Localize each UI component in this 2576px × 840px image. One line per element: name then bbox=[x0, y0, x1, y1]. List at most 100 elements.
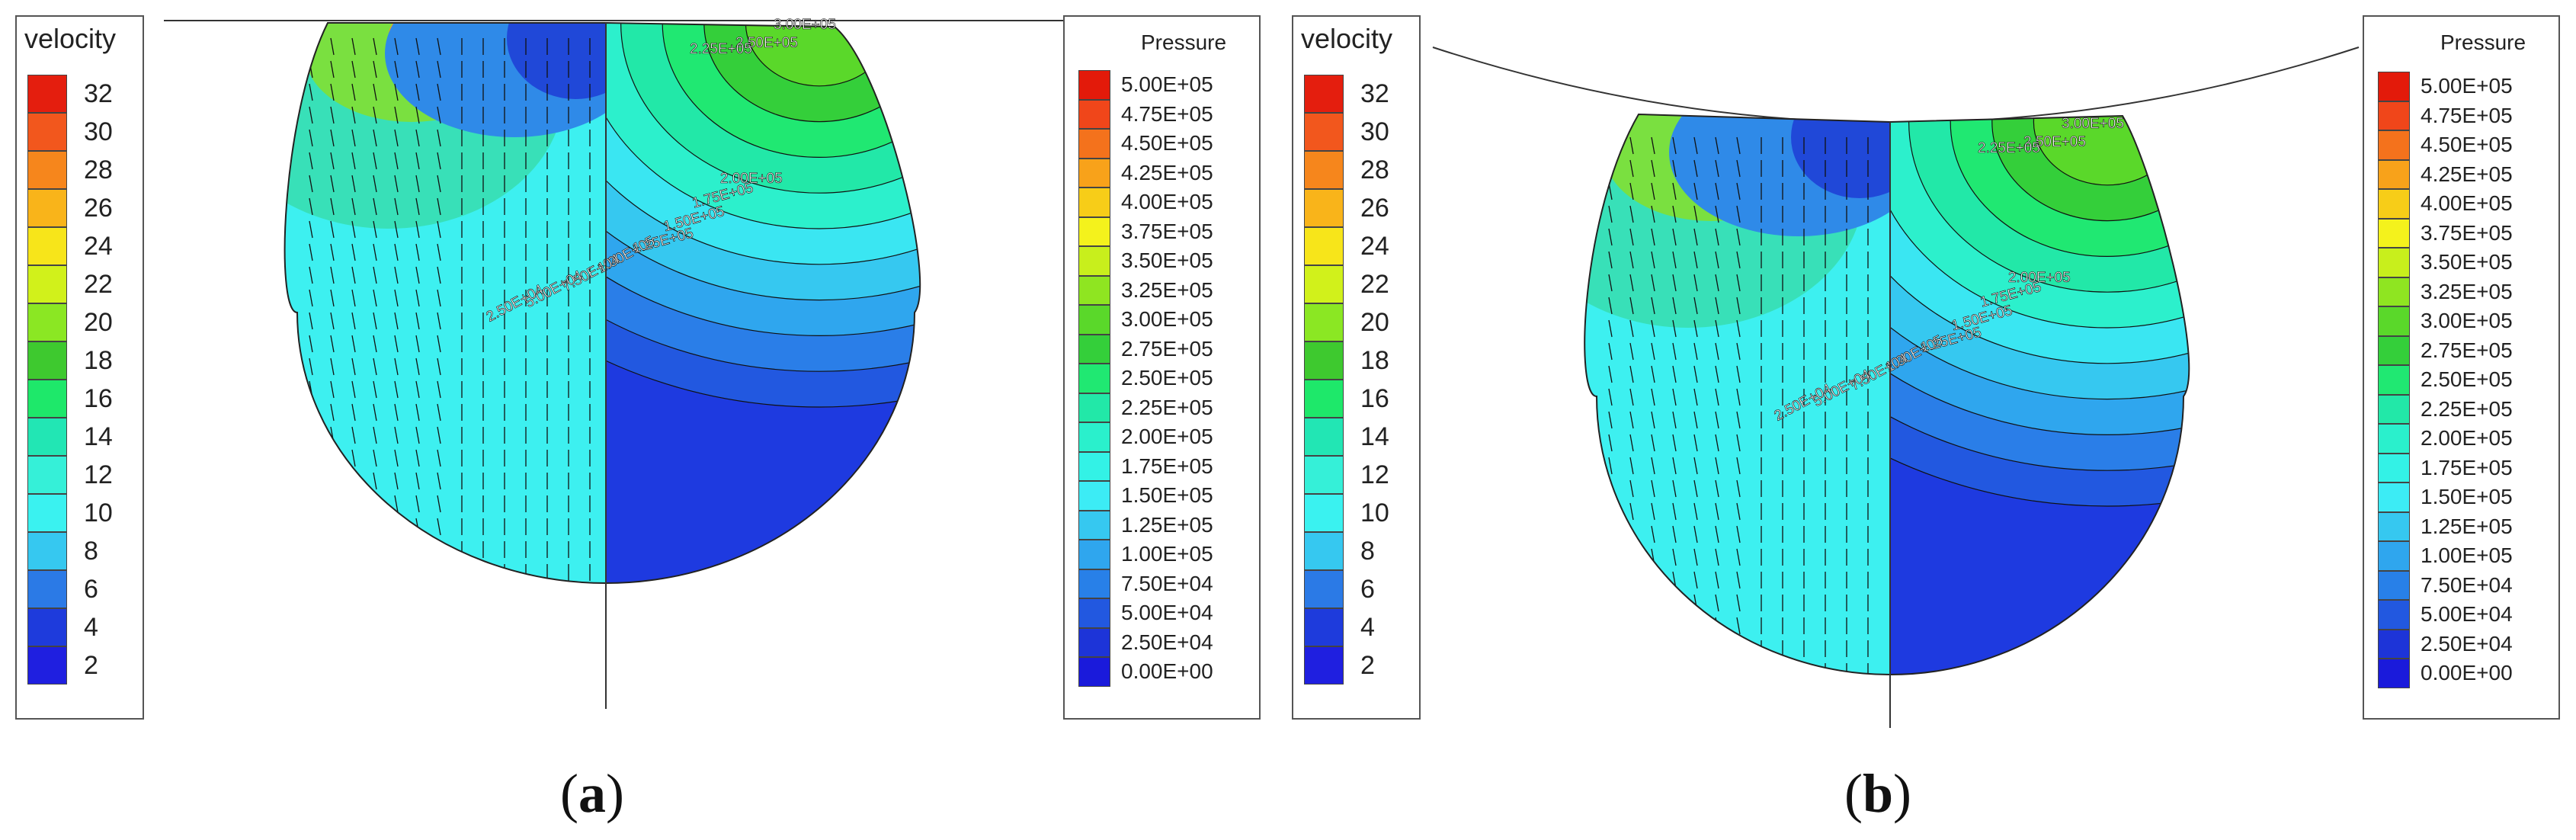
pressure-legend-label: 4.75E+05 bbox=[1121, 101, 1213, 126]
pressure-legend-label: 2.50E+04 bbox=[1121, 630, 1213, 654]
pressure-legend-swatch bbox=[1078, 334, 1110, 364]
pressure-legend-swatch bbox=[1078, 246, 1110, 276]
pressure-legend-title: Pressure bbox=[1141, 30, 1227, 54]
velocity-legend-label: 22 bbox=[1360, 269, 1389, 299]
pressure-legend-swatch bbox=[1078, 569, 1110, 598]
pressure-legend-label: 5.00E+04 bbox=[2421, 602, 2513, 627]
pressure-legend-label: 7.50E+04 bbox=[1121, 571, 1213, 595]
pressure-legend-entry: 3.25E+05 bbox=[2378, 277, 2513, 306]
pressure-legend-swatch bbox=[2378, 570, 2410, 600]
pressure-legend-label: 4.25E+05 bbox=[2421, 162, 2513, 186]
velocity-legend-swatch bbox=[1304, 494, 1344, 532]
pressure-legend-swatch bbox=[1078, 364, 1110, 393]
pressure-legend-entry: 2.25E+05 bbox=[1078, 393, 1213, 422]
pressure-legend-label: 5.00E+05 bbox=[1121, 72, 1213, 97]
velocity-legend-entry: 18 bbox=[27, 341, 113, 380]
velocity-legend-label: 20 bbox=[1360, 307, 1389, 337]
pressure-legend-entry: 3.00E+05 bbox=[1078, 305, 1213, 335]
velocity-legend-swatch bbox=[27, 265, 67, 303]
pressure-legend-label: 2.75E+05 bbox=[2421, 338, 2513, 362]
velocity-legend-swatch bbox=[27, 608, 67, 646]
free-surface-line bbox=[1432, 46, 2360, 123]
pressure-legend-swatch bbox=[1078, 393, 1110, 422]
contour-label: 3.00E+05 bbox=[774, 17, 836, 33]
velocity-legend-label: 2 bbox=[84, 650, 98, 680]
pressure-legend-swatch bbox=[2378, 453, 2410, 483]
velocity-legend-entry: 26 bbox=[1304, 189, 1389, 227]
pressure-legend-swatch bbox=[2378, 306, 2410, 336]
velocity-legend-label: 18 bbox=[84, 345, 113, 375]
velocity-legend-label: 12 bbox=[84, 460, 113, 489]
velocity-legend-entry: 2 bbox=[1304, 646, 1375, 685]
pressure-legend-swatch bbox=[2378, 101, 2410, 130]
bubble-left-outline bbox=[1584, 113, 1891, 676]
velocity-legend: velocity 32 30 28 26 24 22 20 18 16 14 12 10 8 6 4 2 bbox=[15, 15, 144, 720]
pressure-legend-label: 0.00E+00 bbox=[1121, 659, 1213, 684]
velocity-legend-swatch bbox=[27, 570, 67, 608]
pressure-legend-swatch bbox=[2378, 248, 2410, 277]
pressure-legend-label: 1.75E+05 bbox=[1121, 454, 1213, 478]
velocity-legend-entry: 14 bbox=[1304, 418, 1389, 456]
velocity-legend-label: 24 bbox=[84, 231, 113, 261]
pressure-legend-entry: 1.50E+05 bbox=[2378, 483, 2513, 512]
pressure-legend-label: 3.75E+05 bbox=[1121, 219, 1213, 243]
velocity-legend-swatch bbox=[1304, 265, 1344, 303]
velocity-legend-entry: 28 bbox=[1304, 151, 1389, 189]
pressure-legend-entry: 3.50E+05 bbox=[2378, 248, 2513, 277]
pressure-legend-entry: 5.00E+05 bbox=[1078, 70, 1213, 100]
velocity-legend-swatch bbox=[1304, 341, 1344, 380]
pressure-legend-label: 2.50E+05 bbox=[1121, 366, 1213, 390]
pressure-legend-entry: 4.25E+05 bbox=[1078, 158, 1213, 188]
pressure-legend-swatch bbox=[2378, 629, 2410, 659]
velocity-legend-title: velocity bbox=[1301, 23, 1393, 54]
velocity-legend-label: 30 bbox=[84, 117, 113, 146]
pressure-legend-swatch bbox=[1078, 627, 1110, 657]
panel-caption: (a) bbox=[560, 763, 624, 824]
pressure-legend-swatch bbox=[1078, 598, 1110, 628]
velocity-legend-entry: 4 bbox=[27, 608, 98, 646]
pressure-legend-swatch bbox=[2378, 659, 2410, 688]
velocity-legend-entry: 20 bbox=[27, 303, 113, 341]
velocity-legend-entry: 2 bbox=[27, 646, 98, 685]
pressure-legend-entry: 3.25E+05 bbox=[1078, 275, 1213, 305]
pressure-legend-swatch bbox=[1078, 216, 1110, 246]
velocity-legend-label: 10 bbox=[1360, 498, 1389, 527]
velocity-legend-swatch bbox=[27, 303, 67, 341]
contour-label: 2.50E+05 bbox=[2023, 134, 2086, 150]
pressure-legend-swatch bbox=[2378, 394, 2410, 424]
velocity-legend-entry: 10 bbox=[27, 494, 113, 532]
velocity-legend-swatch bbox=[1304, 380, 1344, 418]
velocity-legend-entry: 6 bbox=[27, 570, 98, 608]
velocity-legend-label: 32 bbox=[1360, 79, 1389, 108]
pressure-legend-label: 5.00E+05 bbox=[2421, 74, 2513, 98]
velocity-legend-label: 4 bbox=[1360, 612, 1375, 642]
pressure-legend-label: 3.75E+05 bbox=[2421, 220, 2513, 245]
pressure-legend-entry: 2.25E+05 bbox=[2378, 394, 2513, 424]
pressure-legend-entry: 2.50E+05 bbox=[1078, 364, 1213, 393]
pressure-legend-label: 1.75E+05 bbox=[2421, 455, 2513, 479]
pressure-legend-entry: 4.75E+05 bbox=[2378, 101, 2513, 130]
pressure-legend-entry: 5.00E+04 bbox=[1078, 598, 1213, 628]
velocity-legend-title: velocity bbox=[24, 23, 117, 54]
pressure-legend-entry: 1.25E+05 bbox=[2378, 511, 2513, 541]
velocity-legend-entry: 6 bbox=[1304, 570, 1375, 608]
pressure-legend-entry: 7.50E+04 bbox=[2378, 570, 2513, 600]
velocity-legend-swatch bbox=[1304, 151, 1344, 189]
velocity-legend-entry: 10 bbox=[1304, 494, 1389, 532]
pressure-legend-entry: 1.75E+05 bbox=[1078, 451, 1213, 481]
pressure-legend-swatch bbox=[1078, 657, 1110, 687]
velocity-legend-label: 30 bbox=[1360, 117, 1389, 146]
pressure-legend-label: 2.50E+05 bbox=[2421, 367, 2513, 392]
velocity-legend-entry: 30 bbox=[27, 113, 113, 151]
bubble-plot: 3.00E+052.50E+052.25E+052.00E+051.75E+05… bbox=[1432, 46, 2360, 728]
velocity-legend-label: 16 bbox=[84, 383, 113, 413]
pressure-legend-swatch bbox=[1078, 70, 1110, 100]
pressure-legend: Pressure 5.00E+05 4.75E+05 4.50E+05 4.25E+0… bbox=[2363, 15, 2560, 720]
velocity-legend-swatch bbox=[27, 646, 67, 685]
pressure-legend-entry: 1.75E+05 bbox=[2378, 453, 2513, 483]
pressure-legend-label: 2.00E+05 bbox=[2421, 426, 2513, 450]
pressure-legend-swatch bbox=[1078, 275, 1110, 305]
velocity-legend-entry: 16 bbox=[1304, 380, 1389, 418]
velocity-legend-entry: 22 bbox=[1304, 265, 1389, 303]
velocity-field bbox=[284, 23, 606, 583]
